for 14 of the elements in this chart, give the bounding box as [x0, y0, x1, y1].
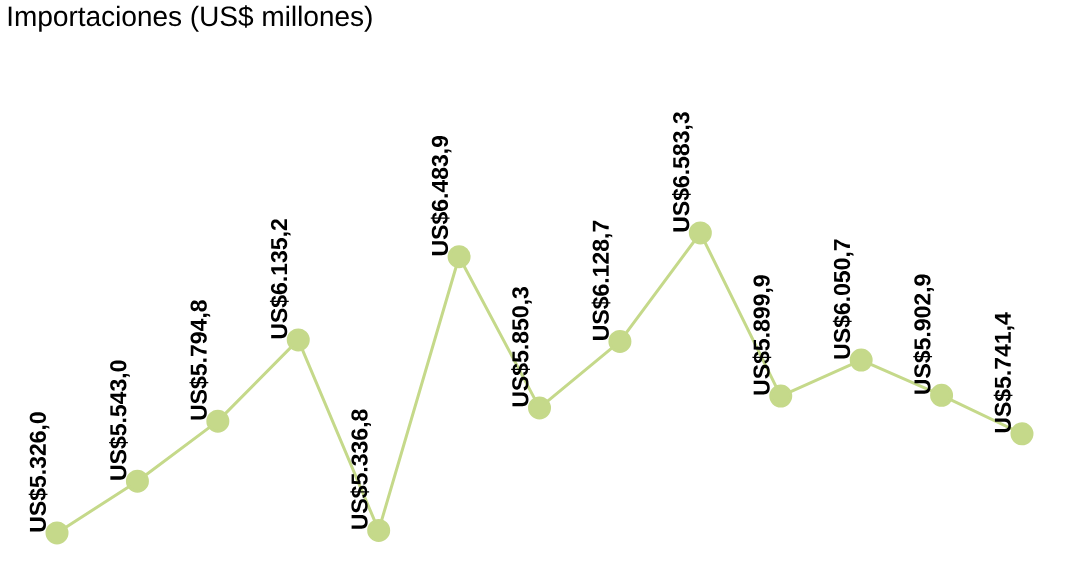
- data-label: US$6.135,2: [269, 219, 291, 339]
- data-label: US$5.902,9: [913, 274, 934, 394]
- chart-title: Importaciones (US$ millones): [8, 5, 372, 32]
- data-label: US$5.794,8: [189, 300, 211, 420]
- data-label: US$6.483,9: [430, 135, 452, 256]
- data-label: US$6.050,7: [832, 239, 854, 359]
- data-label: US$5.326,0: [28, 412, 50, 532]
- data-label: US$5.850,3: [511, 287, 532, 407]
- data-label: US$5.336,8: [350, 409, 371, 529]
- data-label: US$6.583,3: [672, 112, 693, 232]
- data-label: US$5.543,0: [109, 360, 130, 480]
- data-label: US$5.741,4: [993, 312, 1015, 433]
- data-label: US$5.899,9: [752, 275, 774, 395]
- data-label: US$6.128,7: [591, 220, 613, 340]
